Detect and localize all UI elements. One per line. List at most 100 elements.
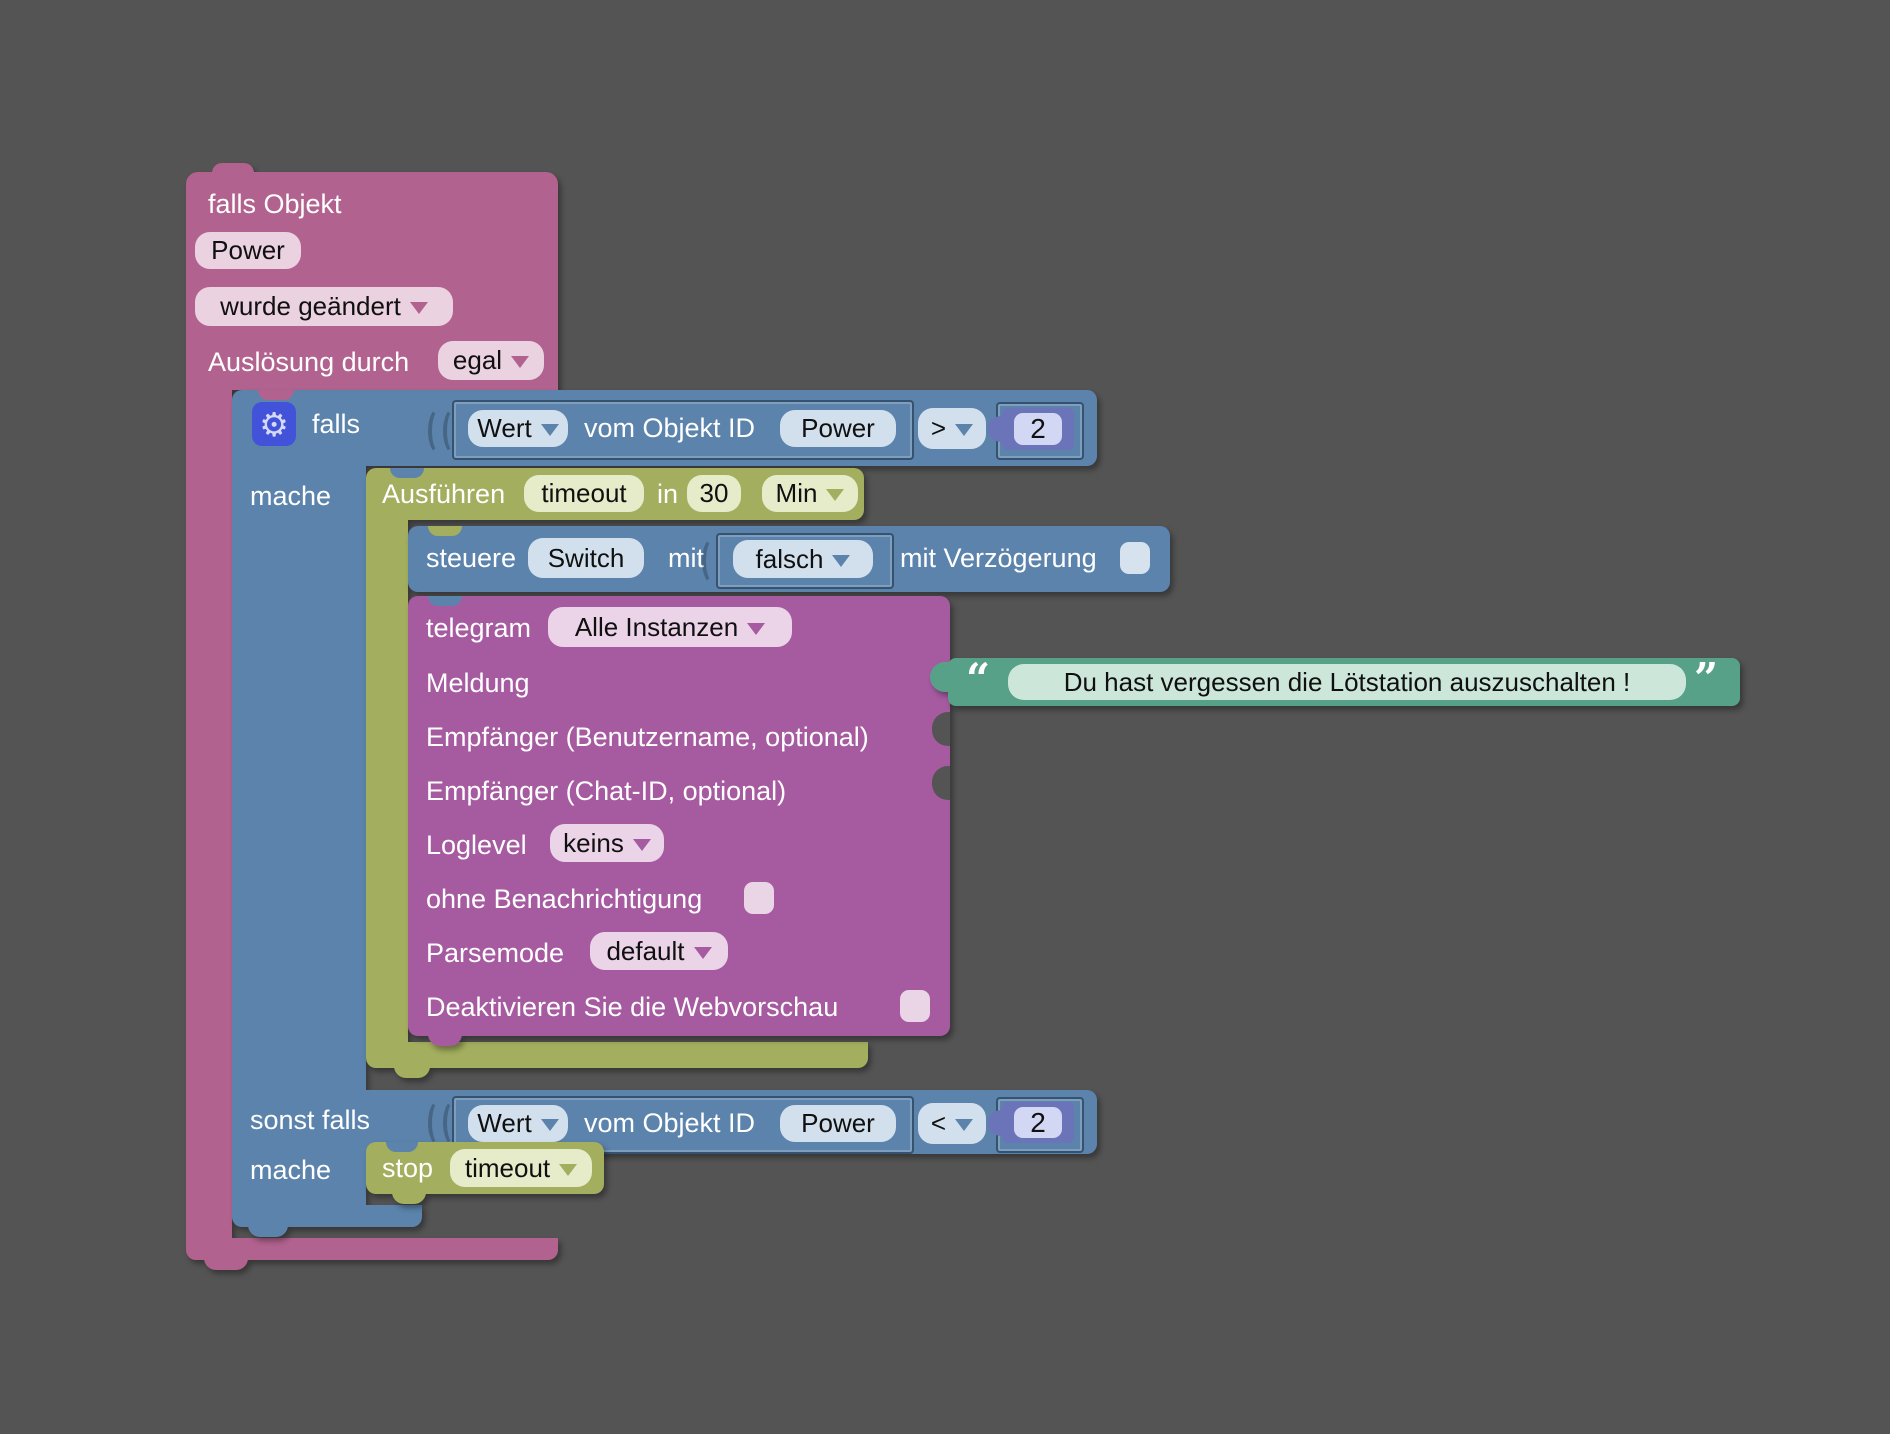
gear-icon[interactable]: ⚙ [252, 402, 296, 446]
cond1-selector-dropdown[interactable]: Wert [468, 410, 568, 447]
cond2-operator-value: < [930, 1108, 947, 1138]
connector-notch [428, 1100, 449, 1146]
if-falls-label: falls [312, 409, 361, 439]
connector-notch [443, 1100, 464, 1146]
trigger-by-value: egal [452, 345, 503, 375]
exec-in-label: in [657, 479, 679, 509]
control-delay-label: mit Verzögerung [900, 543, 1097, 573]
telegram-recipient-user-label: Empfänger (Benutzername, optional) [426, 722, 869, 752]
telegram-label: telegram [426, 613, 532, 643]
trigger-top-tab [212, 163, 254, 173]
if-mache-label: mache [250, 481, 332, 511]
telegram-loglevel-dropdown[interactable]: keins [550, 824, 664, 862]
exec-label: Ausführen [382, 479, 506, 509]
dropdown-arrow-icon [747, 622, 766, 635]
exec-bottom-bump [394, 1066, 430, 1078]
cond2-number-field[interactable]: 2 [1014, 1107, 1062, 1138]
exec-spine [366, 514, 408, 1046]
stop-top-notch [386, 1142, 418, 1152]
if-sonst-falls-label: sonst falls [250, 1105, 371, 1135]
telegram-instance-dropdown[interactable]: Alle Instanzen [548, 607, 792, 647]
telegram-silent-checkbox[interactable] [744, 882, 774, 914]
cond1-object-value: Power [801, 413, 875, 443]
cond1-of-label: vom Objekt ID [584, 413, 756, 443]
exec-delay-field[interactable]: 30 [687, 475, 741, 512]
telegram-webpreview-label: Deaktivieren Sie die Webvorschau [426, 992, 839, 1022]
telegram-loglevel-label: Loglevel [426, 830, 527, 860]
exec-name-value: timeout [541, 478, 627, 508]
dropdown-arrow-icon [632, 838, 651, 851]
message-text-value: Du hast vergessen die Lötstation auszusc… [1063, 666, 1631, 697]
control-value: falsch [755, 543, 824, 574]
cond2-selector-value: Wert [477, 1108, 532, 1138]
trigger-bottom-bump [204, 1258, 248, 1270]
control-object-field[interactable]: Switch [528, 538, 644, 578]
telegram-message-label: Meldung [426, 668, 530, 698]
if-foot [232, 1205, 422, 1227]
stop-name-dropdown[interactable]: timeout [450, 1149, 592, 1187]
control-delay-checkbox[interactable] [1120, 542, 1150, 574]
close-quote-icon: ” [1694, 654, 1719, 703]
telegram-parsemode-value: default [606, 935, 685, 966]
telegram-input-socket [932, 712, 950, 746]
trigger-changed-value: wurde geändert [220, 291, 401, 321]
connector-notch [702, 538, 723, 584]
trigger-changed-dropdown[interactable]: wurde geändert [195, 287, 453, 326]
control-top-notch [428, 526, 462, 536]
cond2-object-field[interactable]: Power [780, 1105, 896, 1142]
exec-foot [366, 1042, 868, 1068]
trigger-foot [186, 1238, 558, 1260]
control-object-value: Switch [547, 542, 625, 573]
cond2-of-label: vom Objekt ID [584, 1108, 756, 1138]
telegram-webpreview-checkbox[interactable] [900, 990, 930, 1022]
if-spine2 [232, 1150, 366, 1208]
trigger-title: falls Objekt [208, 189, 342, 219]
trigger-by-dropdown[interactable]: egal [438, 341, 544, 380]
cond2-object-value: Power [801, 1108, 875, 1138]
trigger-by-label: Auslösung durch [208, 347, 410, 377]
dropdown-arrow-icon [955, 424, 974, 436]
cond2-selector-dropdown[interactable]: Wert [468, 1105, 568, 1142]
dropdown-arrow-icon [693, 946, 712, 959]
telegram-loglevel-value: keins [563, 827, 624, 858]
cond2-number-value: 2 [1030, 1106, 1046, 1138]
exec-unit-value: Min [775, 478, 818, 508]
dropdown-arrow-icon [955, 1119, 974, 1131]
cond1-number-field[interactable]: 2 [1014, 413, 1062, 445]
open-quote-icon: “ [966, 654, 991, 703]
if-mache2-label: mache [250, 1155, 332, 1185]
telegram-silent-label: ohne Benachrichtigung [426, 884, 703, 914]
dropdown-arrow-icon [559, 1163, 578, 1176]
trigger-object-field[interactable]: Power [195, 232, 301, 269]
stop-name-value: timeout [464, 1152, 551, 1183]
cond1-operator-value: > [930, 413, 947, 443]
message-text-field[interactable]: Du hast vergessen die Lötstation auszusc… [1008, 664, 1686, 700]
telegram-bottom-bump [428, 1034, 462, 1046]
cond1-object-field[interactable]: Power [780, 410, 896, 447]
dropdown-arrow-icon [511, 356, 530, 368]
cond1-selector-value: Wert [477, 413, 532, 443]
telegram-recipient-chat-label: Empfänger (Chat-ID, optional) [426, 776, 787, 806]
dropdown-arrow-icon [409, 302, 428, 314]
stop-label: stop [382, 1153, 434, 1183]
cond2-operator-dropdown[interactable]: < [918, 1103, 986, 1144]
dropdown-arrow-icon [540, 424, 559, 436]
if-bottom-bump [248, 1225, 288, 1237]
telegram-instance-value: Alle Instanzen [574, 611, 739, 642]
connector-notch [428, 408, 449, 454]
exec-unit-dropdown[interactable]: Min [762, 475, 858, 512]
telegram-top-notch [428, 596, 462, 606]
cond1-operator-dropdown[interactable]: > [918, 408, 986, 449]
exec-name-field[interactable]: timeout [524, 475, 644, 512]
control-value-dropdown[interactable]: falsch [733, 540, 873, 578]
exec-top-notch [390, 468, 424, 478]
telegram-input-socket [932, 766, 950, 800]
telegram-parsemode-dropdown[interactable]: default [590, 932, 728, 970]
telegram-parsemode-label: Parsemode [426, 938, 565, 968]
